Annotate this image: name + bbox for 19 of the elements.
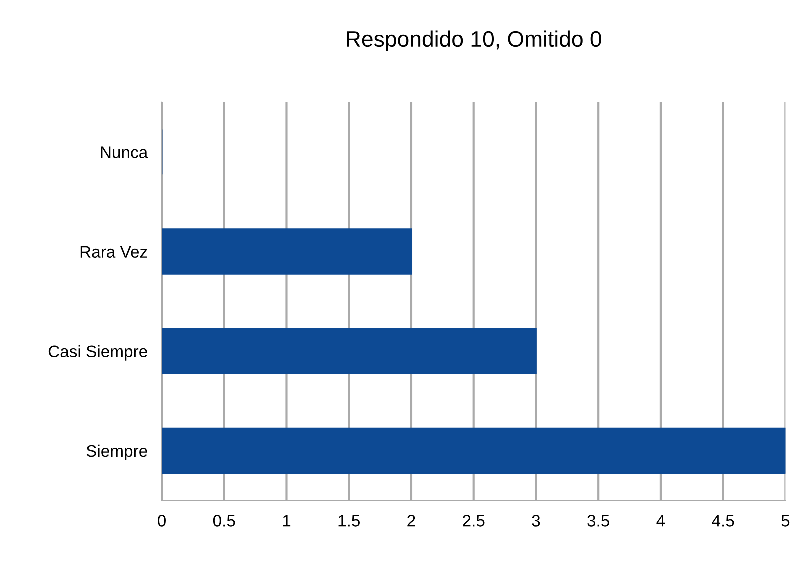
x-tick-label: 5: [782, 515, 790, 527]
y-tick-label: Casi Siempre: [48, 345, 148, 361]
x-tick-label: 4: [656, 515, 666, 527]
x-tick-label: 1: [283, 515, 291, 527]
y-tick-label: Rara Vez: [80, 246, 148, 258]
x-tick-label: 2: [408, 515, 416, 527]
bar: [162, 228, 412, 275]
x-tick-label: 0: [158, 515, 166, 527]
x-tick-label: 3.5: [588, 515, 610, 527]
bar: [162, 328, 537, 374]
x-tick-label: 2.5: [463, 515, 485, 527]
x-tick-label: 4.5: [712, 515, 734, 527]
x-tick-label: 0.5: [213, 515, 236, 527]
bar: [162, 428, 786, 474]
chart-title: Respondido 10, Omitido 0: [347, 30, 602, 52]
x-tick-label: 1.5: [338, 515, 360, 527]
x-tick-label: 3: [532, 515, 540, 527]
y-tick-label: Siempre: [86, 444, 148, 460]
y-tick-label: Nunca: [101, 146, 148, 158]
